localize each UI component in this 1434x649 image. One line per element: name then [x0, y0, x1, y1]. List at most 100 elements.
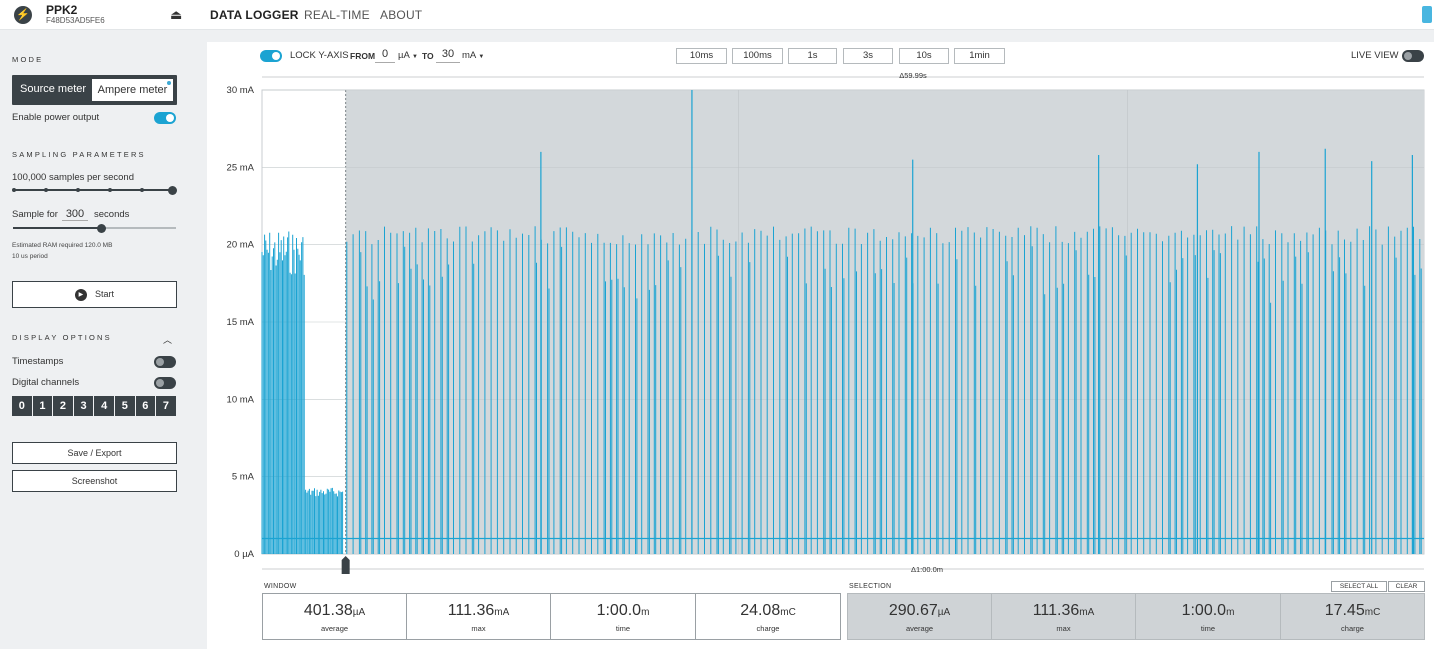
lock-y-axis-label: LOCK Y-AXIS — [290, 50, 349, 61]
digital-channels-toggle[interactable] — [154, 377, 176, 389]
timestamps-toggle[interactable] — [154, 356, 176, 368]
mode-section-title: MODE — [12, 55, 44, 64]
top-bar: ⚡ PPK2 F48D53AD5FE6 ⏏ DATA LOGGER REAL-T… — [0, 0, 1434, 30]
sample-rate-slider-track[interactable] — [13, 189, 173, 191]
timestamps-label: Timestamps — [12, 356, 64, 367]
source-meter-option[interactable]: Source meter — [20, 83, 87, 95]
channel-buttons: 0 1 2 3 4 5 6 7 — [12, 396, 176, 416]
stat-caption: charge — [756, 624, 780, 633]
enable-power-toggle[interactable] — [154, 112, 176, 124]
channel-0-button[interactable]: 0 — [12, 396, 32, 416]
to-unit-label: mA — [462, 50, 476, 61]
from-unit-select[interactable]: µA ▼ — [398, 50, 418, 61]
to-unit-select[interactable]: mA ▼ — [462, 50, 484, 61]
sample-rate-slider-thumb[interactable] — [168, 186, 177, 195]
ampere-meter-label: Ampere meter — [97, 84, 168, 96]
from-label: FROM — [350, 51, 376, 61]
stat-caption: time — [1200, 624, 1216, 633]
slider-tick — [12, 188, 16, 192]
nordic-logo-icon — [1422, 6, 1432, 23]
window-time: 1:00.0m time — [550, 593, 696, 640]
range-100ms-button[interactable]: 100ms — [732, 48, 783, 64]
play-icon: ▶ — [74, 288, 87, 301]
range-1s-button[interactable]: 1s — [788, 48, 837, 64]
stat-caption: time — [615, 624, 631, 633]
selection-max: 111.36mA max — [991, 593, 1136, 640]
selection-time: 1:00.0m time — [1135, 593, 1281, 640]
y-tick-label: 10 mA — [227, 394, 255, 405]
caret-down-icon: ▼ — [478, 54, 485, 60]
from-input[interactable]: 0 — [375, 48, 395, 63]
tab-real-time[interactable]: REAL-TIME — [304, 8, 370, 22]
toggle-knob — [156, 358, 164, 366]
mode-switch: Source meter Ampere meter — [12, 75, 177, 105]
duration-slider-track[interactable] — [101, 227, 176, 229]
start-label: Start — [94, 289, 114, 299]
stat-caption: charge — [1341, 624, 1364, 633]
channel-4-button[interactable]: 4 — [94, 396, 114, 416]
range-1min-button[interactable]: 1min — [954, 48, 1005, 64]
chevron-up-icon[interactable]: ︿ — [163, 335, 173, 345]
to-input[interactable]: 30 — [436, 48, 460, 63]
slider-tick — [44, 188, 48, 192]
live-view-label: LIVE VIEW — [1351, 50, 1399, 61]
y-tick-label: 30 mA — [227, 85, 255, 96]
ampere-meter-option[interactable]: Ampere meter — [92, 79, 173, 101]
slider-tick — [108, 188, 112, 192]
screenshot-button[interactable]: Screenshot — [12, 470, 177, 492]
clear-button[interactable]: CLEAR — [1388, 581, 1425, 592]
current-series-pulses — [261, 226, 1422, 554]
tab-about[interactable]: ABOUT — [380, 8, 423, 22]
sample-period: 10 us period — [12, 253, 48, 260]
toggle-knob — [156, 379, 164, 387]
y-tick-label: 25 mA — [227, 162, 255, 173]
stat-value: 1:00.0m — [596, 602, 650, 619]
ram-estimate: Estimated RAM required 120.0 MB — [12, 242, 113, 249]
bottom-delta-label: Δ1:00.0m — [911, 565, 943, 574]
sample-duration-unit: seconds — [94, 209, 130, 220]
select-all-button[interactable]: SELECT ALL — [1331, 581, 1387, 592]
slider-tick — [76, 188, 80, 192]
stat-value: 1:00.0m — [1181, 602, 1235, 619]
eject-icon[interactable]: ⏏ — [170, 7, 183, 22]
sampling-section-title: SAMPLING PARAMETERS — [12, 150, 146, 159]
channel-1-button[interactable]: 1 — [32, 396, 53, 416]
live-view-toggle[interactable] — [1402, 50, 1424, 62]
save-export-button[interactable]: Save / Export — [12, 442, 177, 464]
duration-slider-thumb[interactable] — [97, 224, 106, 233]
window-title: WINDOW — [264, 583, 297, 590]
sample-duration-input[interactable]: 300 — [62, 208, 88, 221]
tab-data-logger[interactable]: DATA LOGGER — [210, 8, 299, 22]
stat-caption: max — [1056, 624, 1071, 633]
window-average: 401.38µA average — [262, 593, 407, 640]
selection-average: 290.67µA average — [847, 593, 992, 640]
range-3s-button[interactable]: 3s — [843, 48, 893, 64]
caret-down-icon: ▼ — [411, 54, 418, 60]
device-name: PPK2 — [46, 3, 78, 17]
channel-3-button[interactable]: 3 — [73, 396, 94, 416]
stat-value: 17.45mC — [1324, 602, 1381, 619]
display-options-title: DISPLAY OPTIONS — [12, 333, 112, 342]
y-tick-label: 15 mA — [227, 317, 255, 328]
y-tick-label: 20 mA — [227, 240, 255, 251]
window-max: 111.36mA max — [406, 593, 551, 640]
selection-handle-icon — [341, 556, 350, 574]
channel-2-button[interactable]: 2 — [53, 396, 73, 416]
range-10s-button[interactable]: 10s — [899, 48, 949, 64]
toggle-knob — [272, 52, 280, 60]
channel-6-button[interactable]: 6 — [135, 396, 156, 416]
stat-value: 111.36mA — [1032, 602, 1095, 619]
slider-tick — [140, 188, 144, 192]
channel-7-button[interactable]: 7 — [156, 396, 176, 416]
stat-value: 401.38µA — [303, 602, 366, 619]
stat-value: 24.08mC — [740, 602, 796, 619]
to-label: TO — [422, 51, 434, 61]
start-button[interactable]: ▶ Start — [12, 281, 177, 308]
range-10ms-button[interactable]: 10ms — [676, 48, 727, 64]
channel-5-button[interactable]: 5 — [114, 396, 135, 416]
stat-caption: average — [320, 624, 349, 633]
duration-slider-fill — [13, 227, 101, 229]
sidebar — [0, 30, 195, 649]
lock-y-axis-toggle[interactable] — [260, 50, 282, 62]
